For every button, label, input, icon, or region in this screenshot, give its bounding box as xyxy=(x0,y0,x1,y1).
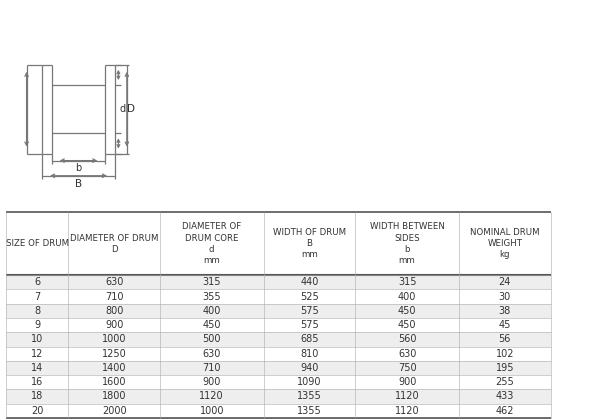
Text: 630: 630 xyxy=(398,349,416,359)
Text: 255: 255 xyxy=(495,377,514,387)
Bar xyxy=(6,289,551,304)
Text: NOMINAL DRUM
WEIGHT
kg: NOMINAL DRUM WEIGHT kg xyxy=(470,228,539,259)
Bar xyxy=(6,404,551,418)
Text: B: B xyxy=(75,179,82,189)
Text: 1355: 1355 xyxy=(297,391,322,402)
Text: d: d xyxy=(120,104,126,114)
Text: 400: 400 xyxy=(398,291,416,302)
Text: 30: 30 xyxy=(499,291,511,302)
Text: 2000: 2000 xyxy=(101,406,126,416)
Bar xyxy=(6,375,551,389)
Text: 7: 7 xyxy=(34,291,40,302)
Text: 450: 450 xyxy=(398,306,416,316)
Text: 8: 8 xyxy=(34,306,40,316)
Text: 56: 56 xyxy=(498,334,511,344)
Bar xyxy=(6,304,551,318)
Text: 525: 525 xyxy=(300,291,319,302)
Text: 440: 440 xyxy=(300,277,318,287)
Text: 1090: 1090 xyxy=(297,377,322,387)
Text: 940: 940 xyxy=(300,363,318,373)
Bar xyxy=(6,346,551,361)
Text: 12: 12 xyxy=(31,349,43,359)
Text: 1250: 1250 xyxy=(101,349,126,359)
Text: 450: 450 xyxy=(398,320,416,330)
Text: 10: 10 xyxy=(31,334,43,344)
Text: 1000: 1000 xyxy=(102,334,126,344)
Text: 800: 800 xyxy=(105,306,123,316)
Text: 1000: 1000 xyxy=(199,406,224,416)
Text: DIAMETER OF DRUM
D: DIAMETER OF DRUM D xyxy=(70,234,158,254)
Text: 38: 38 xyxy=(499,306,511,316)
Text: DIAMETER OF
DRUM CORE
d
mm: DIAMETER OF DRUM CORE d mm xyxy=(182,223,242,265)
Text: SIZE OF DRUM: SIZE OF DRUM xyxy=(5,239,69,248)
Text: 900: 900 xyxy=(105,320,123,330)
Text: 102: 102 xyxy=(495,349,514,359)
Text: 14: 14 xyxy=(31,363,43,373)
Bar xyxy=(6,212,551,275)
Text: 24: 24 xyxy=(498,277,511,287)
Text: 900: 900 xyxy=(398,377,416,387)
Text: 1120: 1120 xyxy=(395,391,419,402)
Text: 1800: 1800 xyxy=(102,391,126,402)
Text: 630: 630 xyxy=(105,277,123,287)
Text: 1355: 1355 xyxy=(297,406,322,416)
Text: 18: 18 xyxy=(31,391,43,402)
Text: 575: 575 xyxy=(300,306,319,316)
Text: 1400: 1400 xyxy=(102,363,126,373)
Text: b: b xyxy=(76,163,82,173)
Text: 6: 6 xyxy=(34,277,40,287)
Text: 45: 45 xyxy=(498,320,511,330)
Bar xyxy=(6,275,551,289)
Text: 9: 9 xyxy=(34,320,40,330)
Text: 900: 900 xyxy=(202,377,221,387)
Text: WIDTH BETWEEN
SIDES
b
mm: WIDTH BETWEEN SIDES b mm xyxy=(370,223,445,265)
Text: 560: 560 xyxy=(398,334,416,344)
Text: 450: 450 xyxy=(202,320,221,330)
Text: 433: 433 xyxy=(495,391,514,402)
Text: 630: 630 xyxy=(202,349,221,359)
Text: 750: 750 xyxy=(398,363,416,373)
Text: 315: 315 xyxy=(398,277,416,287)
Bar xyxy=(6,361,551,375)
Bar xyxy=(6,318,551,332)
Text: 500: 500 xyxy=(202,334,221,344)
Text: 195: 195 xyxy=(495,363,514,373)
Text: 400: 400 xyxy=(202,306,221,316)
Text: 20: 20 xyxy=(31,406,43,416)
Text: D: D xyxy=(127,104,135,114)
Text: 710: 710 xyxy=(105,291,123,302)
Text: 355: 355 xyxy=(202,291,221,302)
Text: 810: 810 xyxy=(300,349,318,359)
Text: 710: 710 xyxy=(202,363,221,373)
Text: 575: 575 xyxy=(300,320,319,330)
Text: 685: 685 xyxy=(300,334,319,344)
Bar xyxy=(6,389,551,404)
Text: 462: 462 xyxy=(495,406,514,416)
Text: WIDTH OF DRUM
B
mm: WIDTH OF DRUM B mm xyxy=(273,228,346,259)
Text: 16: 16 xyxy=(31,377,43,387)
Text: 1600: 1600 xyxy=(102,377,126,387)
Text: 315: 315 xyxy=(202,277,221,287)
Text: 1120: 1120 xyxy=(395,406,419,416)
Text: 1120: 1120 xyxy=(199,391,224,402)
Bar xyxy=(6,332,551,346)
